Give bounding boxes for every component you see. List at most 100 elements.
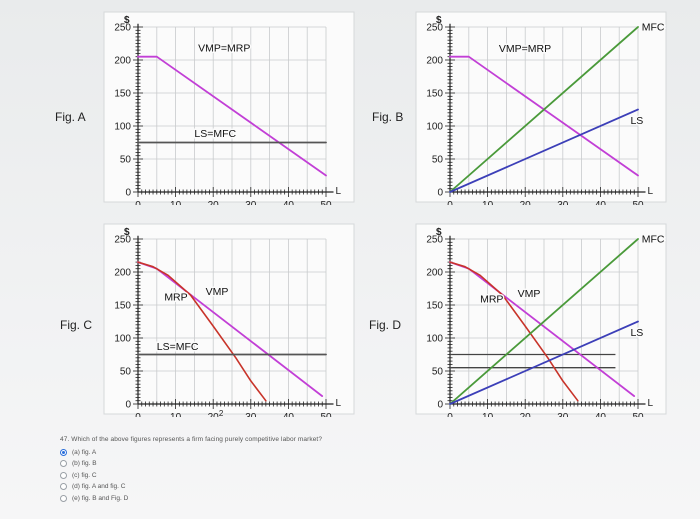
plot-panel [415, 223, 667, 415]
grid [449, 26, 639, 193]
chart-fig-b: 0 10 20 30 40 50 0 50 100 150 200 250$ L VMP=MRP MFC LS [406, 10, 671, 205]
radio-button[interactable] [60, 460, 67, 468]
series-line-vmp-mrp [137, 55, 327, 177]
answer-option-label: (c) fig. C [72, 471, 97, 479]
curve-label-ls: LS [630, 115, 643, 127]
x-tick-label: 30 [557, 200, 569, 205]
x-tick-label: 30 [245, 412, 257, 417]
plot-panel [103, 223, 355, 415]
curve-label-ls-mfc: LS=MFC [157, 341, 199, 353]
x-tick-label: 10 [482, 412, 494, 417]
radio-button[interactable] [60, 449, 67, 456]
curve-label-mfc: MFC [642, 233, 665, 245]
answer-option-a[interactable]: (a) fig. A [60, 447, 128, 458]
y-axis-symbol: $ [436, 15, 442, 26]
x-tick-label: 30 [557, 412, 569, 417]
y-tick-label: 250 [114, 235, 131, 246]
curve-label-vmp: VMP [206, 286, 229, 298]
series-line-mrp [449, 261, 579, 402]
y-tick-label: 50 [120, 155, 132, 166]
answer-option-c[interactable]: (c) fig. C [60, 470, 128, 481]
x-tick-label: 50 [632, 412, 644, 417]
x-tick-label: 10 [170, 412, 182, 417]
answer-option-b[interactable]: (b) fig. B [60, 458, 128, 469]
x-tick-label: 40 [595, 412, 607, 417]
fig-b-label: Fig. B [372, 110, 404, 124]
curve-label-ls: LS [630, 327, 643, 339]
curve-label-vmp-mrp: VMP=MRP [499, 43, 551, 55]
y-tick-label: 200 [114, 268, 131, 279]
chart-svg-c: 0 10 20 30 40 50 0 50 100 150 200 250$ L VMP MRP LS=MFC… [103, 223, 355, 417]
x-tick-label: 30 [245, 200, 257, 205]
y-tick-label: 200 [426, 268, 443, 279]
x-tick-label: 40 [283, 200, 295, 205]
x-tick-label: 0 [447, 200, 453, 205]
y-tick-label: 50 [432, 367, 444, 378]
y-tick-label: 250 [426, 23, 443, 34]
answer-option-d[interactable]: (d) fig. A and fig. C [60, 481, 128, 492]
chart-svg-b: 0 10 20 30 40 50 0 50 100 150 200 250$ L VMP=MRP MFC LS [415, 11, 667, 205]
y-axis-symbol: $ [124, 15, 130, 26]
fig-c-label: Fig. C [60, 318, 93, 332]
x-axis-letter: L [648, 186, 654, 197]
chart-svg-d: 0 10 20 30 40 50 0 50 100 150 200 250$ L VMP MRP MFC LS [415, 223, 667, 417]
series-line-mrp [137, 261, 267, 402]
x-tick-label: 50 [632, 200, 644, 205]
series-line-mfc [449, 238, 639, 405]
x-axis-letter: L [648, 398, 654, 409]
question-text: 47. Which of the above figures represent… [60, 436, 323, 443]
y-tick-label: 100 [426, 334, 443, 345]
series-line-ls [449, 108, 639, 193]
curve-label-mfc: MFC [642, 21, 665, 33]
curve-label-mrp: MRP [480, 293, 503, 305]
y-tick-label: 150 [426, 89, 443, 100]
x-tick-label: 20 [208, 200, 220, 205]
y-tick-label: 100 [114, 122, 131, 133]
y-tick-label: 100 [114, 334, 131, 345]
fig-a-label: Fig. A [55, 110, 86, 124]
y-tick-label: 50 [432, 155, 444, 166]
chart-fig-a: 0 10 20 30 40 50 0 50 100 150 200 250$ L VMP=MRP LS=MF… [94, 10, 359, 205]
answer-options: (a) fig. A (b) fig. B (c) fig. C (d) fig. A… [60, 447, 128, 504]
radio-button[interactable] [60, 471, 67, 479]
fig-d-label: Fig. D [369, 318, 402, 332]
x-axis-letter: L [336, 186, 342, 197]
y-axis-symbol: $ [436, 227, 442, 238]
series-line-ls [449, 320, 639, 405]
series-line-vmp-mrp [449, 55, 639, 177]
curve-label-mrp: MRP [164, 291, 187, 303]
x-tick-label: 50 [320, 412, 332, 417]
curve-label-vmp-mrp: VMP=MRP [198, 42, 250, 54]
x-tick-label: 0 [447, 412, 453, 417]
y-tick-label: 0 [125, 400, 131, 411]
curve-label-ls-mfc: LS=MFC [194, 128, 236, 140]
chart-svg-a: 0 10 20 30 40 50 0 50 100 150 200 250$ L VMP=MRP LS=MF… [103, 11, 355, 205]
x-tick-label: 20 [208, 412, 220, 417]
x-tick-label: 10 [170, 200, 182, 205]
y-tick-label: 100 [426, 122, 443, 133]
x-tick-label: 40 [595, 200, 607, 205]
curve-label-vmp: VMP [518, 288, 541, 300]
x-tick-label: 20 [520, 200, 532, 205]
answer-option-label: (a) fig. A [72, 449, 97, 456]
x-axis-letter: L [336, 398, 342, 409]
answer-option-label: (e) fig. B and Fig. D [72, 494, 129, 502]
answer-option-label: (d) fig. A and fig. C [72, 483, 126, 491]
y-tick-label: 250 [426, 235, 443, 246]
x-tick-label: 50 [320, 200, 332, 205]
y-axis-symbol: $ [124, 227, 130, 238]
y-tick-label: 0 [437, 400, 443, 411]
y-tick-label: 50 [120, 367, 132, 378]
handwritten-annotation: 2 [219, 409, 224, 417]
answer-option-label: (b) fig. B [72, 460, 97, 468]
y-tick-label: 0 [437, 188, 443, 199]
radio-button[interactable] [60, 494, 67, 502]
answer-option-e[interactable]: (e) fig. B and Fig. D [60, 493, 128, 504]
chart-fig-d: 0 10 20 30 40 50 0 50 100 150 200 250$ L VMP MRP MFC LS [406, 222, 671, 417]
chart-fig-c: 0 10 20 30 40 50 0 50 100 150 200 250$ L VMP MRP LS=MFC… [94, 222, 359, 417]
y-tick-label: 200 [426, 56, 443, 67]
y-tick-label: 150 [426, 301, 443, 312]
x-tick-label: 0 [135, 412, 141, 417]
radio-button[interactable] [60, 483, 67, 491]
y-tick-label: 150 [114, 89, 131, 100]
